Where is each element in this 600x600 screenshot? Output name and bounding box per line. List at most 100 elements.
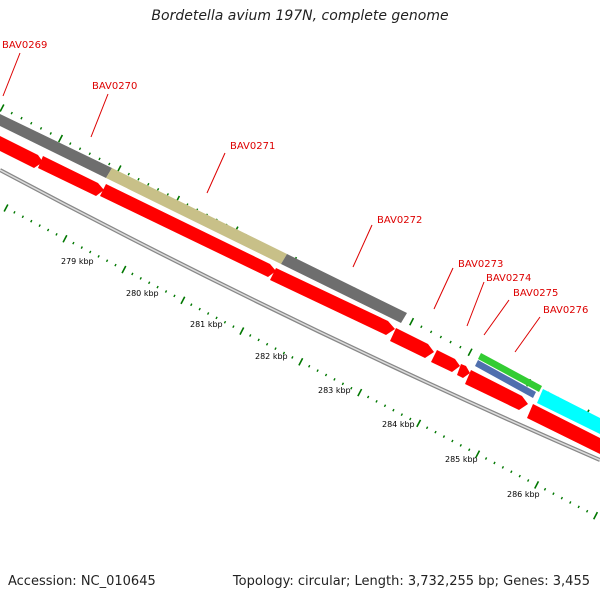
kbp-label-280: 280 kbp (126, 289, 159, 298)
cds-arrow-8[interactable] (465, 370, 528, 410)
inner-tick-mark (30, 219, 33, 223)
leader-line-bav0275 (483, 299, 510, 336)
inner-tick-mark (341, 382, 345, 386)
inner-tick-mark (459, 443, 462, 447)
cds-arrow-9[interactable] (527, 404, 600, 454)
inner-tick-mark (333, 378, 336, 381)
inner-tick-mark (198, 307, 201, 311)
inner-tick-mark (38, 224, 41, 227)
inner-tick-mark (282, 351, 286, 355)
outer-tick-mark (88, 152, 91, 156)
outer-tick-mark (49, 132, 52, 135)
feature-cyan[interactable] (537, 389, 600, 434)
backbone-track (0, 168, 600, 462)
kbp-label-279: 279 kbp (61, 257, 94, 266)
inner-tick-mark (475, 450, 481, 459)
inner-tick-mark (215, 316, 218, 320)
inner-tick-mark (72, 241, 75, 245)
cds-arrow-2[interactable] (38, 156, 104, 196)
outer-tick-mark (69, 142, 72, 146)
inner-tick-mark (55, 232, 58, 236)
inner-tick-mark (400, 413, 404, 416)
outer-tick-mark (78, 147, 82, 151)
inner-tick-mark (526, 479, 530, 482)
gene-label-bav0273[interactable]: BAV0273 (458, 259, 503, 270)
feature-green[interactable] (478, 353, 542, 392)
inner-tick-mark (173, 294, 176, 298)
gene-labels: BAV0269 BAV0270 BAV0271 BAV0272 BAV0273 … (2, 40, 588, 316)
cds-arrow-1[interactable] (0, 136, 43, 168)
gene-label-bav0272[interactable]: BAV0272 (377, 215, 422, 226)
inner-tick-mark (232, 325, 235, 329)
inner-tick-mark (560, 496, 564, 500)
cds-arrow-6[interactable] (431, 350, 460, 372)
feature-olive[interactable] (106, 168, 287, 264)
inner-tick-mark (392, 408, 395, 412)
inner-tick-mark (375, 400, 378, 403)
gene-label-bav0274[interactable]: BAV0274 (486, 273, 531, 284)
outer-tick-mark (10, 111, 13, 115)
accession-text: Accession: NC_010645 (8, 574, 156, 589)
outer-tick-mark (0, 104, 5, 112)
inner-tick-mark (131, 272, 134, 276)
inner-tick-mark (249, 334, 252, 337)
outer-tick-mark (166, 193, 169, 196)
feature-blue[interactable] (475, 360, 536, 398)
inner-tick-mark (416, 419, 422, 428)
inner-tick-mark (239, 327, 245, 335)
cds-arrow-5[interactable] (390, 328, 434, 358)
gene-label-bav0275[interactable]: BAV0275 (513, 288, 558, 299)
cds-arrow-4[interactable] (270, 268, 395, 335)
kbp-labels: 279 kbp 280 kbp 281 kbp 282 kbp 283 kbp … (61, 257, 540, 499)
cds-arrow-7[interactable] (457, 364, 470, 378)
feature-gray-1[interactable] (0, 114, 112, 178)
leader-line-bav0270 (90, 93, 109, 138)
leader-line-bav0272 (352, 224, 373, 268)
inner-tick-mark (324, 373, 328, 377)
outer-tick-mark (439, 335, 443, 339)
outer-tick-mark (429, 330, 433, 334)
inner-tick-mark (105, 259, 109, 263)
outer-tick-mark (156, 188, 160, 191)
outer-tick-mark (409, 317, 415, 326)
kbp-label-285: 285 kbp (445, 455, 478, 464)
cds-arrow-3[interactable] (100, 184, 276, 277)
outer-tick-mark (449, 340, 452, 344)
outer-tick-mark (420, 325, 423, 329)
outer-tick-mark (459, 345, 462, 349)
inner-tick-mark (46, 228, 50, 232)
inner-tick-mark (89, 250, 92, 254)
outer-tick-mark (39, 126, 43, 130)
inner-tick-mark (510, 470, 513, 474)
backbone-track-highlight (0, 169, 600, 461)
kbp-label-286: 286 kbp (507, 490, 540, 499)
map-title: Bordetella avium 197N, complete genome (151, 8, 449, 24)
inner-tick-mark (21, 215, 25, 219)
kbp-label-281: 281 kbp (190, 320, 223, 329)
inner-tick-mark (298, 357, 304, 366)
leader-line-bav0276 (514, 316, 541, 353)
outer-tick-mark (467, 348, 473, 357)
gene-label-bav0269[interactable]: BAV0269 (2, 40, 47, 51)
feature-gray-2[interactable] (281, 254, 407, 323)
inner-tick-mark (577, 505, 580, 509)
inner-tick-mark (223, 320, 227, 324)
inner-tick-mark (484, 457, 488, 460)
outer-tick-mark (20, 116, 23, 120)
gene-label-bav0276[interactable]: BAV0276 (543, 305, 588, 316)
leader-line-bav0274 (466, 281, 485, 327)
outer-tick-mark (147, 182, 150, 186)
inner-tick-mark (383, 404, 387, 408)
gene-label-bav0271[interactable]: BAV0271 (230, 141, 275, 152)
inner-tick-mark (180, 296, 186, 305)
inner-tick-mark (206, 312, 210, 315)
inner-tick-mark (592, 511, 599, 520)
inner-tick-mark (552, 492, 555, 496)
genome-summary-text: Topology: circular; Length: 3,732,255 bp… (232, 574, 590, 589)
inner-tick-mark (425, 426, 429, 430)
inner-tick-mark (316, 369, 319, 373)
leader-line-bav0271 (206, 152, 226, 194)
gene-label-bav0270[interactable]: BAV0270 (92, 81, 137, 92)
kbp-label-282: 282 kbp (255, 352, 288, 361)
